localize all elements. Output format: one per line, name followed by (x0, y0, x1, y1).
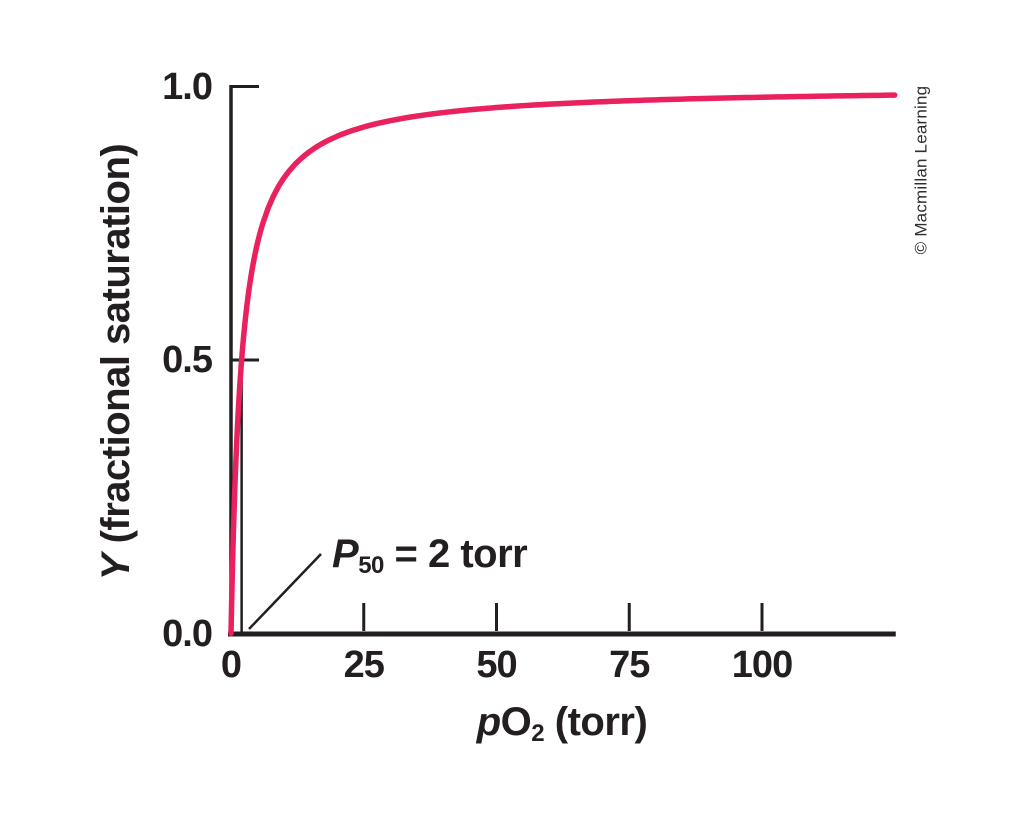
x-axis-title-variable: p (476, 700, 501, 744)
x-tick-label: 0 (220, 644, 242, 686)
p50-annotation: P50 = 2 torr (332, 532, 528, 577)
x-tick-label: 50 (476, 644, 517, 686)
x-axis-title-rest: (torr) (544, 700, 648, 744)
x-tick-label: 25 (343, 644, 385, 686)
y-tick-label: 1.0 (162, 65, 213, 108)
x-axis-title-subscript: 2 (531, 719, 545, 747)
p50-leader-line (248, 553, 322, 630)
binding-curve (228, 92, 898, 637)
x-tick-label: 75 (609, 644, 650, 686)
x-axis-title-base: O (500, 700, 532, 744)
y-tick-label: 0.5 (162, 339, 213, 381)
credit-text: © Macmillan Learning (911, 85, 931, 255)
y-axis-title-variable: Y (94, 554, 138, 581)
x-axis-title: pO2 (torr) (476, 700, 648, 745)
p50-annotation-variable: P (332, 532, 359, 576)
p50-annotation-rest: = 2 torr (383, 532, 528, 576)
x-tick-label: 100 (731, 644, 793, 686)
y-tick-label: 0.0 (162, 612, 213, 655)
p50-annotation-subscript: 50 (358, 551, 384, 579)
